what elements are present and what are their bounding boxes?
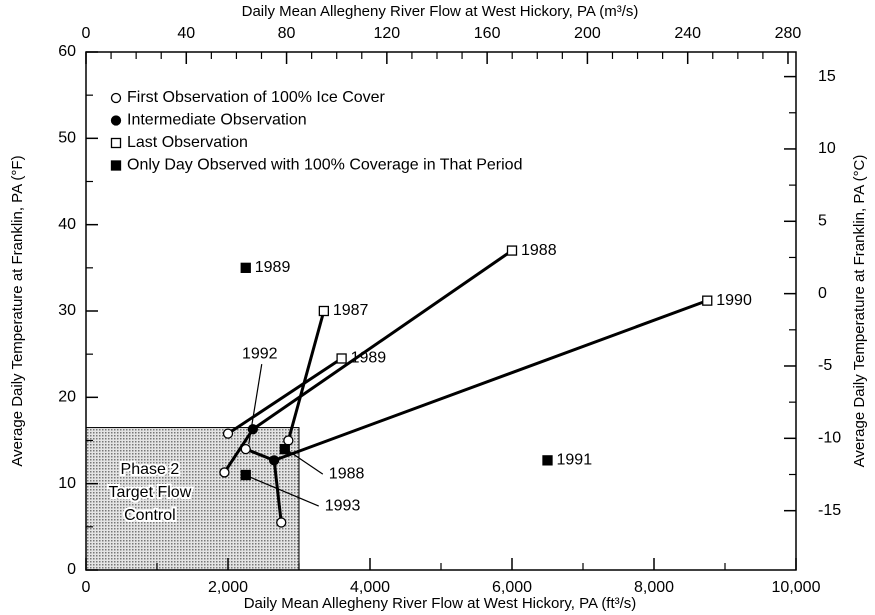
y-tick-label: 60 [58,43,76,60]
y2-tick-label: -5 [818,357,832,374]
y-tick-label: 50 [58,130,76,147]
point-label: 1992 [242,345,278,362]
trend-line [286,310,326,441]
legend-marker [110,115,122,126]
point-label: 1989 [351,350,387,367]
y-tick-label: 40 [58,216,76,233]
x2-tick-label: 280 [775,25,802,42]
point-label: 1988 [329,465,365,482]
x-axis-title: Daily Mean Allegheny River Flow at West … [244,595,637,612]
x2-tick-label: 120 [373,25,400,42]
x-tick-label: 8,000 [634,579,674,596]
data-point [240,443,251,455]
leader-line [288,450,324,475]
y2-tick-label: 15 [818,68,836,85]
trend-line [251,249,513,431]
y-tick-label: 30 [58,302,76,319]
leader-line [249,476,319,507]
trend-line [273,299,708,462]
x2-tick-label: 80 [278,25,296,42]
legend-label: First Observation of 100% Ice Cover [127,89,386,106]
trend-line [272,460,283,523]
point-label: 1989 [255,259,291,276]
x-tick-label: 4,000 [350,579,390,596]
legend-marker [110,92,122,104]
point-label: 1990 [716,292,752,309]
y-tick-label: 0 [67,561,76,578]
trend-line [227,357,343,435]
data-point [336,353,347,364]
data-point [240,262,251,273]
x-tick-label: 10,000 [772,579,821,596]
x2-tick-label: 160 [474,25,501,42]
x2-tick-label: 200 [574,25,601,42]
y2-axis-title: Average Daily Temperature at Franklin, P… [851,155,868,468]
point-label: 1991 [557,452,593,469]
y2-tick-label: 10 [818,140,836,157]
data-point [279,443,290,455]
data-point [247,424,259,435]
x2-tick-label: 0 [82,25,91,42]
point-label: 1987 [333,302,369,319]
target-region [85,427,300,571]
y-tick-label: 10 [58,475,76,492]
region-label: Phase 2 [121,461,180,478]
y2-tick-label: 0 [818,285,827,302]
x-tick-label: 0 [82,579,91,596]
data-point [276,517,287,528]
legend-label: Intermediate Observation [127,112,307,129]
y2-tick-label: 5 [818,213,827,230]
legend-label: Only Day Observed with 100% Coverage in … [127,157,522,174]
point-label: 1988 [521,242,557,259]
top-axis-title: Daily Mean Allegheny River Flow at West … [242,3,639,20]
y-tick-label: 20 [58,389,76,406]
x-tick-label: 6,000 [492,579,532,596]
data-point [268,455,280,466]
x-tick-label: 2,000 [208,579,248,596]
y2-tick-label: -15 [818,502,841,519]
legend-marker [110,160,122,171]
data-point [702,295,713,306]
legend-label: Last Observation [127,134,248,151]
data-point [240,469,251,481]
trend-line [223,428,255,474]
data-point [542,455,553,466]
y2-tick-label: -10 [818,430,841,447]
x2-tick-label: 240 [674,25,701,42]
region-label: Control [124,507,176,524]
data-point [506,245,518,256]
point-label: 1993 [325,497,361,514]
y-axis-title: Average Daily Temperature at Franklin, P… [9,155,26,466]
legend-marker [110,137,122,149]
region-label: Target Flow [109,484,192,501]
data-point [222,428,234,439]
x2-tick-label: 40 [177,25,195,42]
data-point [318,305,330,317]
data-point [283,435,294,446]
data-point [219,467,230,478]
